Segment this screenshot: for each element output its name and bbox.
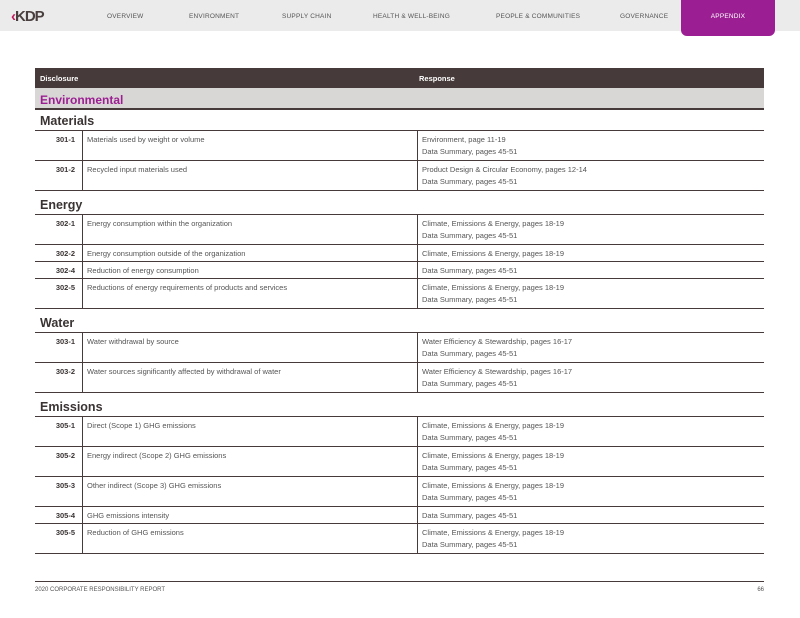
disclosure-description: Reductions of energy requirements of pro… bbox=[83, 279, 418, 308]
response-line: Data Summary, pages 45-51 bbox=[422, 231, 518, 240]
response-cell: Data Summary, pages 45-51 bbox=[418, 507, 764, 523]
response-cell: Product Design & Circular Economy, pages… bbox=[418, 161, 764, 190]
response-line: Data Summary, pages 45-51 bbox=[422, 349, 518, 358]
response-line: Climate, Emissions & Energy, pages 18-19 bbox=[422, 283, 565, 292]
sections: Materials 301-1 Materials used by weight o… bbox=[35, 110, 764, 554]
response-cell: Water Efficiency & Stewardship, pages 16… bbox=[418, 333, 764, 362]
response-line: Data Summary, pages 45-51 bbox=[422, 463, 518, 472]
nav-supply-chain[interactable]: SUPPLY CHAIN bbox=[282, 13, 332, 20]
response-cell: Climate, Emissions & Energy, pages 18-19 bbox=[418, 245, 764, 261]
disclosure-code: 305-4 bbox=[35, 507, 83, 523]
response-line: Data Summary, pages 45-51 bbox=[422, 379, 518, 388]
disclosure-description: Energy consumption within the organizati… bbox=[83, 215, 418, 244]
table-row: 302-4 Reduction of energy consumption Data… bbox=[35, 262, 764, 279]
nav-environment[interactable]: ENVIRONMENT bbox=[189, 13, 240, 20]
response-cell: Climate, Emissions & Energy, pages 18-19… bbox=[418, 477, 764, 506]
response-line: Data Summary, pages 45-51 bbox=[422, 433, 518, 442]
kdp-logo[interactable]: ‹KDP bbox=[11, 8, 45, 25]
disclosure-description: Materials used by weight or volume bbox=[83, 131, 418, 160]
disclosure-code: 303-2 bbox=[35, 363, 83, 392]
response-line: Data Summary, pages 45-51 bbox=[422, 177, 518, 186]
response-line: Water Efficiency & Stewardship, pages 16… bbox=[422, 337, 573, 346]
page-number: 66 bbox=[757, 587, 764, 593]
table-row: 302-2 Energy consumption outside of the o… bbox=[35, 245, 764, 262]
disclosure-code: 303-1 bbox=[35, 333, 83, 362]
table-row: 303-2 Water sources significantly affecte… bbox=[35, 363, 764, 393]
response-line: Data Summary, pages 45-51 bbox=[422, 295, 518, 304]
section-heading: Water bbox=[35, 309, 764, 333]
table-row: 305-4 GHG emissions intensity Data Summary… bbox=[35, 507, 764, 524]
disclosure-description: Energy indirect (Scope 2) GHG emissions bbox=[83, 447, 418, 476]
response-cell: Water Efficiency & Stewardship, pages 16… bbox=[418, 363, 764, 392]
table-row: 301-2 Recycled input materials used Produc… bbox=[35, 161, 764, 191]
response-cell: Environment, page 11-19 Data Summary, pag… bbox=[418, 131, 764, 160]
category-title: Environmental bbox=[35, 88, 764, 110]
header-response: Response bbox=[419, 73, 455, 83]
nav-appendix[interactable]: APPENDIX bbox=[681, 0, 775, 36]
gri-disclosure-table: Disclosure Response Environmental Materi… bbox=[35, 68, 764, 554]
header-disclosure: Disclosure bbox=[40, 73, 79, 83]
disclosure-description: Reduction of GHG emissions bbox=[83, 524, 418, 553]
disclosure-description: Other indirect (Scope 3) GHG emissions bbox=[83, 477, 418, 506]
table-row: 301-1 Materials used by weight or volume E… bbox=[35, 131, 764, 161]
response-line: Data Summary, pages 45-51 bbox=[422, 493, 518, 502]
nav-health[interactable]: HEALTH & WELL-BEING bbox=[373, 13, 451, 20]
disclosure-code: 305-5 bbox=[35, 524, 83, 553]
nav-governance[interactable]: GOVERNANCE bbox=[620, 13, 669, 20]
response-cell: Data Summary, pages 45-51 bbox=[418, 262, 764, 278]
response-line: Climate, Emissions & Energy, pages 18-19 bbox=[422, 249, 565, 258]
response-cell: Climate, Emissions & Energy, pages 18-19… bbox=[418, 417, 764, 446]
disclosure-code: 302-1 bbox=[35, 215, 83, 244]
disclosure-description: Recycled input materials used bbox=[83, 161, 418, 190]
response-cell: Climate, Emissions & Energy, pages 18-19… bbox=[418, 447, 764, 476]
response-cell: Climate, Emissions & Energy, pages 18-19… bbox=[418, 215, 764, 244]
footer-title: 2020 CORPORATE RESPONSIBILITY REPORT bbox=[35, 587, 166, 593]
disclosure-code: 305-3 bbox=[35, 477, 83, 506]
nav-overview[interactable]: OVERVIEW bbox=[107, 13, 144, 20]
disclosure-code: 305-1 bbox=[35, 417, 83, 446]
disclosure-code: 301-1 bbox=[35, 131, 83, 160]
disclosure-code: 302-2 bbox=[35, 245, 83, 261]
response-line: Climate, Emissions & Energy, pages 18-19 bbox=[422, 219, 565, 228]
table-row: 303-1 Water withdrawal by source Water Eff… bbox=[35, 333, 764, 363]
response-line: Product Design & Circular Economy, pages… bbox=[422, 165, 587, 174]
table-row: 305-1 Direct (Scope 1) GHG emissions Clima… bbox=[35, 417, 764, 447]
table-header: Disclosure Response bbox=[35, 68, 764, 88]
response-line: Climate, Emissions & Energy, pages 18-19 bbox=[422, 481, 565, 490]
section-heading: Materials bbox=[35, 110, 764, 131]
response-line: Climate, Emissions & Energy, pages 18-19 bbox=[422, 528, 565, 537]
disclosure-code: 305-2 bbox=[35, 447, 83, 476]
response-line: Climate, Emissions & Energy, pages 18-19 bbox=[422, 421, 565, 430]
footer: 2020 CORPORATE RESPONSIBILITY REPORT 66 bbox=[35, 581, 764, 593]
table-row: 302-1 Energy consumption within the organ… bbox=[35, 215, 764, 245]
response-line: Data Summary, pages 45-51 bbox=[422, 147, 518, 156]
disclosure-description: GHG emissions intensity bbox=[83, 507, 418, 523]
response-line: Water Efficiency & Stewardship, pages 16… bbox=[422, 367, 573, 376]
top-nav: ‹KDP OVERVIEW ENVIRONMENT SUPPLY CHAIN H… bbox=[0, 0, 800, 36]
table-row: 305-5 Reduction of GHG emissions Climate, … bbox=[35, 524, 764, 554]
disclosure-code: 301-2 bbox=[35, 161, 83, 190]
section-heading: Energy bbox=[35, 191, 764, 215]
disclosure-description: Water withdrawal by source bbox=[83, 333, 418, 362]
table-row: 302-5 Reductions of energy requirements o… bbox=[35, 279, 764, 309]
disclosure-description: Reduction of energy consumption bbox=[83, 262, 418, 278]
response-line: Climate, Emissions & Energy, pages 18-19 bbox=[422, 451, 565, 460]
nav-people[interactable]: PEOPLE & COMMUNITIES bbox=[496, 13, 581, 20]
table-row: 305-2 Energy indirect (Scope 2) GHG emiss… bbox=[35, 447, 764, 477]
disclosure-code: 302-4 bbox=[35, 262, 83, 278]
response-cell: Climate, Emissions & Energy, pages 18-19… bbox=[418, 524, 764, 553]
response-line: Data Summary, pages 45-51 bbox=[422, 540, 518, 549]
disclosure-description: Energy consumption outside of the organi… bbox=[83, 245, 418, 261]
table-row: 305-3 Other indirect (Scope 3) GHG emissi… bbox=[35, 477, 764, 507]
response-line: Data Summary, pages 45-51 bbox=[422, 511, 518, 520]
response-line: Data Summary, pages 45-51 bbox=[422, 266, 518, 275]
disclosure-code: 302-5 bbox=[35, 279, 83, 308]
disclosure-description: Water sources significantly affected by … bbox=[83, 363, 418, 392]
response-line: Environment, page 11-19 bbox=[422, 135, 506, 144]
response-cell: Climate, Emissions & Energy, pages 18-19… bbox=[418, 279, 764, 308]
section-heading: Emissions bbox=[35, 393, 764, 417]
disclosure-description: Direct (Scope 1) GHG emissions bbox=[83, 417, 418, 446]
